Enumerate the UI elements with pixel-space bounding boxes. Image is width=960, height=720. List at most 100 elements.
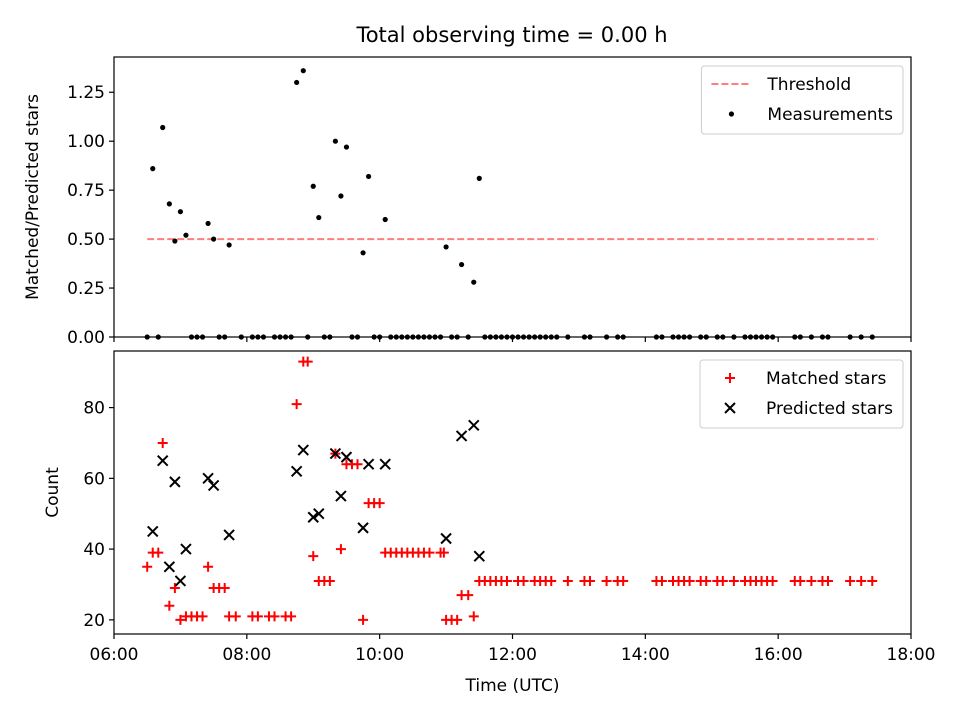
measurement-point [294,79,300,86]
matched-star-point [324,575,335,586]
predicted-star-point [297,444,309,456]
predicted-star-point [329,447,342,460]
legend-predicted-swatch [724,402,736,414]
measurement-point [443,244,449,250]
matched-star-point [438,547,449,558]
predicted-star-point [156,454,169,467]
matched-star-point [584,575,595,586]
measurement-point [458,261,465,268]
matched-star-point [352,459,363,470]
legend-measurement-swatch [728,111,735,117]
matched-star-point [518,575,529,586]
matched-star-point [867,575,878,586]
legend: Threshold Measurements [700,65,904,135]
y-tick-label: 60 [83,469,105,489]
legend-label: Matched stars [766,369,886,389]
predicted-star-point [455,430,468,442]
matched-star-point [269,611,280,622]
matched-star-point [252,611,263,622]
measurement-point [476,175,482,181]
matched-star-point [795,575,806,586]
measurement-point [365,173,372,180]
matched-star-point [618,575,629,586]
matched-star-point [546,575,557,586]
matched-star-point [501,575,512,586]
matched-star-point [157,437,168,448]
matched-star-point [822,575,833,586]
measurement-point [338,193,344,199]
x-tick-label: 16:00 [754,645,803,665]
legend-label: Threshold [766,75,851,95]
measurement-point [211,236,217,242]
matched-star-point [291,399,302,410]
x-tick-label: 08:00 [222,645,271,665]
matched-star-point [219,583,230,594]
matched-star-point [424,547,435,558]
matched-star-point [856,575,867,586]
matched-star-point [845,575,856,586]
y-axis-label: Count [43,467,63,518]
matched-star-point [197,611,208,622]
measurement-point [183,232,189,238]
measurement-point [166,201,172,207]
predicted-star-point [440,532,452,545]
predicted-star-point [362,458,375,470]
matched-star-point [358,614,369,625]
star-count-panel: 20 40 60 80 06:00 08:00 10:00 12:00 14:00 16:00 18… [43,350,936,696]
predicted-star-point [313,508,325,520]
matched-star-point [286,611,297,622]
matched-star-point [335,544,346,555]
matched-star-point [684,575,695,586]
predicted-star-point [223,529,235,541]
matched-star-point [175,614,186,625]
matched-star-point [601,575,612,586]
measurement-point [471,279,477,285]
matched-star-point [308,551,319,562]
legend-label: Predicted stars [766,399,893,419]
matched-star-point [374,498,385,509]
legend: Matched stars Predicted stars [699,359,904,429]
predicted-star-point [357,522,369,534]
matched-star-point [463,590,474,601]
y-tick-label: 20 [83,611,105,631]
y-tick-label: 0.50 [67,230,105,250]
predicted-star-point [307,511,319,523]
predicted-star-point [207,479,220,492]
y-tick-label: 80 [83,399,105,419]
x-tick-label: 12:00 [488,645,537,665]
measurement-point [310,183,316,189]
matched-star-point [717,575,728,586]
measurement-point [343,144,350,150]
y-tick-label: 0.00 [67,328,105,348]
legend-box [700,65,904,135]
matched-star-point [728,575,739,586]
x-axis-label: Time (UTC) [465,676,560,696]
predicted-star-point [379,458,391,470]
measurement-point [177,209,184,215]
matched-star-point [203,561,214,572]
measurement-point [300,68,306,74]
matched-star-point [153,547,164,558]
measurement-point [316,214,322,221]
x-tick-label: 18:00 [887,645,936,665]
measurement-point [205,220,211,227]
y-axis-label: Matched/Predicted stars [23,94,43,300]
legend-matched-swatch [725,373,735,383]
predicted-star-point [169,476,181,488]
y-tick-label: 1.00 [67,132,105,152]
data-markers [142,356,878,625]
predicted-star-point [174,575,187,587]
y-tick-label: 0.25 [67,279,105,299]
matched-star-point [142,561,153,572]
matched-star-point [767,575,778,586]
measurement-point [382,216,388,223]
y-tick-label: 40 [83,540,105,560]
predicted-star-point [468,419,480,431]
measurement-point [160,124,166,131]
predicted-star-point [180,543,192,555]
predicted-star-point [473,550,485,562]
matched-star-point [701,575,712,586]
matched-star-point [169,583,180,594]
measurement-point [332,138,338,144]
